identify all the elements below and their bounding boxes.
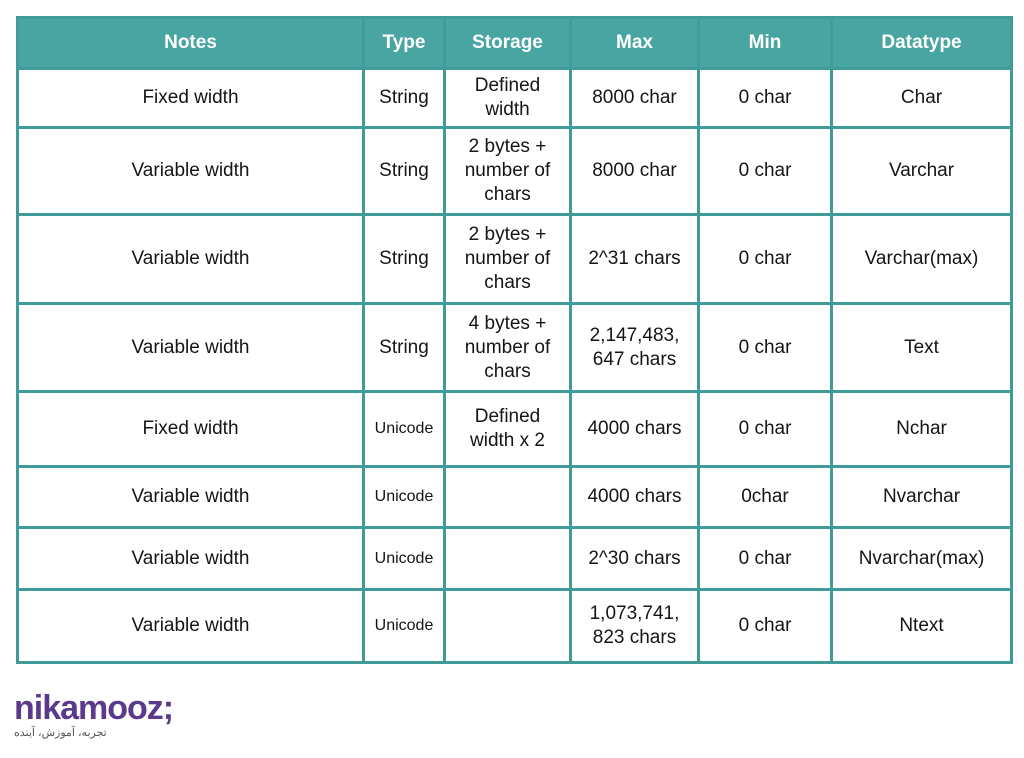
table-cell: Variable width <box>16 588 365 664</box>
logo-tagline: تجربه، آموزش، آینده <box>14 727 107 739</box>
table-cell: Nvarchar(max) <box>830 526 1013 591</box>
table-cell: 0 char <box>697 588 833 664</box>
table-cell: 0 char <box>697 390 833 468</box>
table-cell: Unicode <box>362 588 446 664</box>
table-cell: Fixed width <box>16 390 365 468</box>
table-cell: 2,147,483, 647 chars <box>569 302 700 393</box>
table-cell: Unicode <box>362 465 446 529</box>
table-cell <box>443 588 572 664</box>
table-cell: 4 bytes + number of chars <box>443 302 572 393</box>
logo: nikamooz; تجربه، آموزش، آینده <box>14 690 174 740</box>
table-cell: Variable width <box>16 302 365 393</box>
table-cell: Unicode <box>362 526 446 591</box>
table-cell: Ntext <box>830 588 1013 664</box>
table-cell: Variable width <box>16 465 365 529</box>
table-cell <box>443 465 572 529</box>
table-cell: Variable width <box>16 213 365 305</box>
table-cell: 0 char <box>697 302 833 393</box>
table-cell: 2^30 chars <box>569 526 700 591</box>
logo-name: nikamooz; <box>14 689 174 727</box>
table-cell: 0 char <box>697 526 833 591</box>
header-cell: Notes <box>16 16 365 70</box>
table-cell: String <box>362 302 446 393</box>
header-row: Notes Type Storage Max Min Datatype <box>16 16 1013 70</box>
table-cell: Varchar <box>830 126 1013 216</box>
table-cell: Fixed width <box>16 67 365 129</box>
table-row: Variable width String 2 bytes + number of … <box>16 213 1013 305</box>
table-row: Variable width Unicode 4000 chars 0char Nvar… <box>16 465 1013 529</box>
table-cell: 1,073,741, 823 chars <box>569 588 700 664</box>
table-cell: String <box>362 67 446 129</box>
table-cell: 2 bytes + number of chars <box>443 126 572 216</box>
table-cell: Char <box>830 67 1013 129</box>
datatype-table: Notes Type Storage Max Min Datatype Fixed wid… <box>16 16 1013 664</box>
table-row: Variable width Unicode 2^30 chars 0 char Nva… <box>16 526 1013 591</box>
header-cell: Datatype <box>830 16 1013 70</box>
table-cell: 8000 char <box>569 67 700 129</box>
table-row: Variable width String 4 bytes + number of … <box>16 302 1013 393</box>
table-cell: 0char <box>697 465 833 529</box>
header-cell: Min <box>697 16 833 70</box>
table-row: Fixed width Unicode Defined width x 2 4000 … <box>16 390 1013 468</box>
table-row: Fixed width String Defined width 8000 char 0… <box>16 67 1013 129</box>
table-cell: 0 char <box>697 67 833 129</box>
table-cell: 4000 chars <box>569 465 700 529</box>
table-cell: Variable width <box>16 126 365 216</box>
table-cell: String <box>362 213 446 305</box>
table-cell: Variable width <box>16 526 365 591</box>
table-cell: String <box>362 126 446 216</box>
table-cell: Nchar <box>830 390 1013 468</box>
table-cell <box>443 526 572 591</box>
table-body: Fixed width String Defined width 8000 char 0… <box>16 67 1013 664</box>
table-cell: 2^31 chars <box>569 213 700 305</box>
table-cell: 4000 chars <box>569 390 700 468</box>
table-cell: Nvarchar <box>830 465 1013 529</box>
table-cell: 8000 char <box>569 126 700 216</box>
table-cell: Defined width <box>443 67 572 129</box>
header-cell: Max <box>569 16 700 70</box>
table-row: Variable width String 2 bytes + number of … <box>16 126 1013 216</box>
header-cell: Storage <box>443 16 572 70</box>
table-cell: 0 char <box>697 213 833 305</box>
table-cell: Varchar(max) <box>830 213 1013 305</box>
table-cell: Text <box>830 302 1013 393</box>
table-cell: Unicode <box>362 390 446 468</box>
table-cell: Defined width x 2 <box>443 390 572 468</box>
table-row: Variable width Unicode 1,073,741, 823 char… <box>16 588 1013 664</box>
table-cell: 2 bytes + number of chars <box>443 213 572 305</box>
header-cell: Type <box>362 16 446 70</box>
table-cell: 0 char <box>697 126 833 216</box>
